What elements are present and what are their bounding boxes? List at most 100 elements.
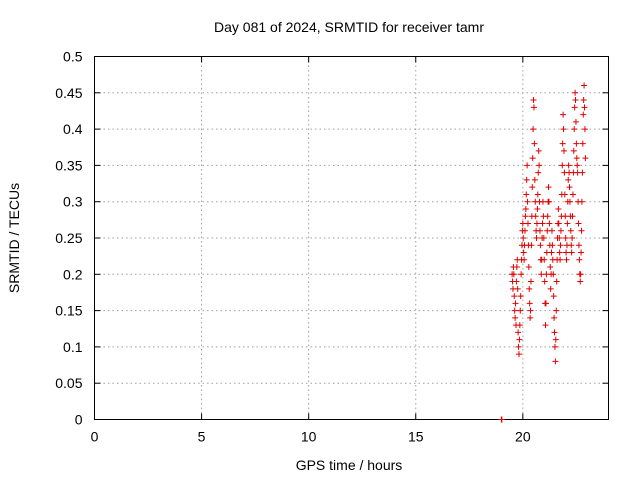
data-point (537, 242, 544, 249)
data-point (520, 235, 527, 241)
data-point (514, 285, 521, 292)
data-point (539, 220, 546, 227)
data-point (534, 205, 541, 212)
data-point (541, 256, 548, 263)
x-axis-label: GPS time / hours (296, 457, 403, 473)
data-point (552, 358, 559, 365)
data-point (557, 242, 564, 249)
data-point (580, 97, 587, 104)
data-point (572, 97, 579, 104)
data-point (557, 256, 564, 263)
y-tick-label: 0.2 (63, 266, 83, 282)
data-point (544, 213, 551, 220)
data-point (529, 184, 536, 191)
data-point (548, 249, 555, 256)
data-point (571, 104, 578, 111)
data-point (568, 249, 575, 256)
data-point (582, 155, 589, 162)
y-tick-label: 0.45 (55, 85, 82, 101)
y-tick-label: 0.5 (63, 49, 83, 65)
data-point (581, 82, 588, 89)
data-point (533, 220, 540, 227)
data-point (536, 162, 543, 169)
data-point (518, 271, 525, 278)
data-point (516, 322, 523, 329)
data-point (512, 314, 519, 321)
data-point (527, 278, 534, 285)
chart-title: Day 081 of 2024, SRMTID for receiver tam… (214, 19, 484, 35)
data-point (515, 351, 522, 358)
data-point (522, 205, 529, 212)
data-point (576, 256, 583, 263)
data-point (527, 314, 534, 321)
data-point (531, 176, 538, 183)
data-point (542, 322, 549, 329)
y-tick-label: 0.35 (55, 157, 82, 173)
data-point (524, 220, 531, 227)
data-point (556, 235, 563, 241)
data-point (515, 343, 522, 350)
data-point (567, 227, 574, 234)
data-point (560, 111, 567, 118)
grid (94, 56, 609, 420)
y-tick-label: 0.25 (55, 230, 82, 246)
data-point (560, 126, 567, 133)
data-point (575, 220, 582, 227)
x-tick-label: 20 (515, 429, 531, 445)
data-point (530, 126, 537, 133)
data-point (535, 147, 542, 154)
data-point (542, 300, 549, 307)
data-point (563, 256, 570, 263)
data-point (569, 235, 576, 241)
data-point (581, 126, 588, 133)
data-point (566, 198, 573, 205)
data-point (565, 176, 572, 183)
data-point (564, 220, 571, 227)
data-point (555, 220, 562, 227)
data-point (556, 249, 563, 256)
data-point (548, 227, 555, 234)
data-point (551, 314, 558, 321)
data-point (551, 343, 558, 350)
data-point (520, 249, 527, 256)
data-point (570, 147, 577, 154)
data-point (517, 307, 524, 314)
data-point (552, 336, 559, 343)
y-tick-label: 0 (75, 412, 83, 428)
data-point (571, 126, 578, 133)
data-point (527, 307, 534, 314)
data-point (530, 97, 537, 104)
data-point (530, 104, 537, 111)
data-point (535, 169, 542, 176)
data-point (534, 191, 541, 198)
x-tick-label: 15 (408, 429, 424, 445)
data-point (557, 227, 564, 234)
data-point (515, 329, 522, 336)
data-point (569, 213, 576, 220)
data-point (565, 162, 572, 169)
data-point (559, 162, 566, 169)
data-point (521, 256, 528, 263)
data-point (573, 155, 580, 162)
data-point (559, 140, 566, 147)
data-point (569, 191, 576, 198)
data-point (531, 140, 538, 147)
data-point (553, 307, 560, 314)
data-point (549, 242, 556, 249)
data-point (566, 184, 573, 191)
data-point (562, 213, 569, 220)
y-tick-label: 0.1 (63, 339, 83, 355)
data-point (511, 293, 518, 300)
data-point (529, 155, 536, 162)
data-point (581, 104, 588, 111)
data-point (578, 249, 585, 256)
data-point (526, 285, 533, 292)
data-point (519, 220, 526, 227)
data-point (523, 176, 530, 183)
data-point (547, 264, 554, 271)
data-point (580, 111, 587, 118)
y-axis-label: SRMTID / TECUs (6, 183, 22, 293)
data-point (561, 191, 568, 198)
data-point (545, 198, 552, 205)
